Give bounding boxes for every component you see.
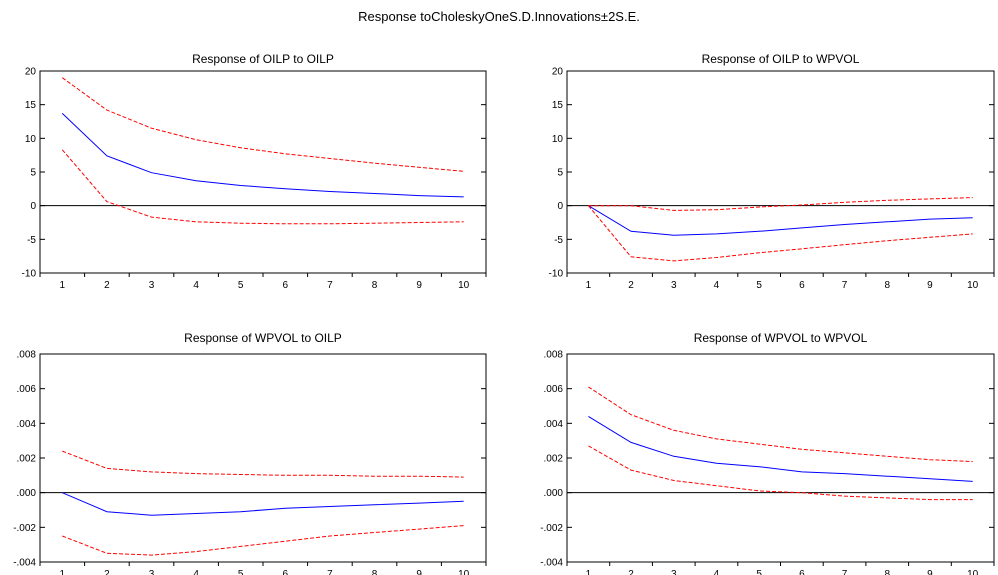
series-line-lower <box>61 149 464 225</box>
x-tick-label: 10 <box>967 280 979 291</box>
x-tick-label: 4 <box>193 569 199 575</box>
figure-title: Response toCholeskyOneS.D.Innovations±2S… <box>358 9 640 24</box>
x-tick-label: 1 <box>60 280 66 291</box>
series-line-lower <box>588 445 973 501</box>
y-tick-label: -.002 <box>540 523 563 534</box>
y-tick-label: 10 <box>25 134 37 145</box>
y-tick-label: -10 <box>549 269 564 280</box>
x-tick-label: 2 <box>104 569 110 575</box>
x-tick-label: 3 <box>149 569 155 575</box>
x-tick-label: 8 <box>372 569 378 575</box>
y-tick-label: -.004 <box>13 558 36 569</box>
series-line-upper <box>588 197 973 211</box>
y-tick-label: .004 <box>544 419 564 430</box>
x-tick-label: 3 <box>149 280 155 291</box>
x-tick-label: 4 <box>714 569 720 575</box>
x-tick-label: 5 <box>756 280 762 291</box>
series-line-response <box>61 113 464 198</box>
y-tick-label: -.004 <box>540 558 563 569</box>
series-line-response <box>588 415 973 482</box>
x-tick-label: 2 <box>628 569 634 575</box>
panel-oilp-to-oilp: Response of OILP to OILP -10 -5 0 5 10 15 20 1 2 3… <box>22 52 487 291</box>
plot-frame <box>566 70 995 274</box>
panel-wpvol-to-wpvol: Response of WPVOL to WPVOL -.004 -.002 .000… <box>540 331 995 575</box>
x-tick-label: 6 <box>799 569 805 575</box>
x-tick-label: 2 <box>104 280 110 291</box>
x-tick-label: 8 <box>884 280 890 291</box>
panel-title: Response of OILP to OILP <box>192 52 334 66</box>
y-tick-label: 15 <box>552 100 564 111</box>
x-tick-label: 1 <box>60 569 66 575</box>
y-tick-label: -.002 <box>13 523 36 534</box>
x-tick-label: 1 <box>586 280 592 291</box>
x-tick-label: 4 <box>193 280 199 291</box>
y-tick-label: -5 <box>27 235 36 246</box>
x-tick-label: 5 <box>238 569 244 575</box>
y-tick-label: 20 <box>552 67 564 78</box>
series-line-lower <box>588 205 973 262</box>
x-tick-label: 7 <box>842 569 848 575</box>
x-tick-label: 9 <box>927 569 933 575</box>
x-tick-label: 6 <box>283 280 289 291</box>
plot-frame <box>566 353 995 563</box>
x-tick-label: 4 <box>714 280 720 291</box>
x-tick-label: 6 <box>799 280 805 291</box>
y-tick-label: 10 <box>552 134 564 145</box>
x-tick-label: 10 <box>458 280 470 291</box>
x-tick-label: 2 <box>628 280 634 291</box>
panel-wpvol-to-oilp: Response of WPVOL to OILP -.004 -.002 .000.… <box>13 331 487 575</box>
y-tick-label: .002 <box>544 454 564 465</box>
y-tick-label: 20 <box>25 67 37 78</box>
x-tick-label: 9 <box>416 280 422 291</box>
x-tick-label: 10 <box>458 569 470 575</box>
panel-title: Response of WPVOL to OILP <box>184 331 342 345</box>
panel-title: Response of WPVOL to WPVOL <box>694 331 868 345</box>
x-tick-label: 8 <box>884 569 890 575</box>
series-line-lower <box>62 525 464 556</box>
y-tick-label: .004 <box>17 419 37 430</box>
series-line-response <box>62 492 464 516</box>
x-tick-label: 1 <box>586 569 592 575</box>
x-tick-label: 3 <box>671 280 677 291</box>
y-tick-label: .008 <box>544 350 564 361</box>
x-tick-label: 3 <box>671 569 677 575</box>
y-tick-label: .000 <box>544 488 564 499</box>
y-tick-label: .008 <box>17 350 37 361</box>
panel-oilp-to-wpvol: Response of OILP to WPVOL -10 -5 0 5 10 15 20 1 2… <box>549 52 995 291</box>
x-tick-label: 6 <box>283 569 289 575</box>
y-tick-label: -10 <box>22 269 37 280</box>
y-tick-label: .006 <box>17 384 37 395</box>
y-tick-label: 0 <box>557 201 563 212</box>
x-tick-label: 8 <box>372 280 378 291</box>
x-tick-label: 5 <box>238 280 244 291</box>
x-tick-label: 9 <box>927 280 933 291</box>
x-tick-label: 9 <box>416 569 422 575</box>
plot-frame <box>39 70 487 274</box>
x-tick-label: 7 <box>842 280 848 291</box>
y-tick-label: 5 <box>557 168 563 179</box>
x-tick-label: 7 <box>327 569 333 575</box>
panel-title: Response of OILP to WPVOL <box>702 52 860 66</box>
x-tick-label: 10 <box>967 569 979 575</box>
y-tick-label: .000 <box>17 488 37 499</box>
y-tick-label: .002 <box>17 454 37 465</box>
series-line-upper <box>588 386 973 462</box>
y-tick-label: 15 <box>25 100 37 111</box>
x-tick-label: 5 <box>756 569 762 575</box>
x-tick-label: 7 <box>327 280 333 291</box>
series-line-response <box>588 205 973 236</box>
plot-frame <box>39 353 487 563</box>
series-line-upper <box>62 77 464 172</box>
series-line-upper <box>62 450 464 478</box>
y-tick-label: .006 <box>544 384 564 395</box>
y-tick-label: 5 <box>30 168 36 179</box>
y-tick-label: -5 <box>554 235 563 246</box>
y-tick-label: 0 <box>30 201 36 212</box>
